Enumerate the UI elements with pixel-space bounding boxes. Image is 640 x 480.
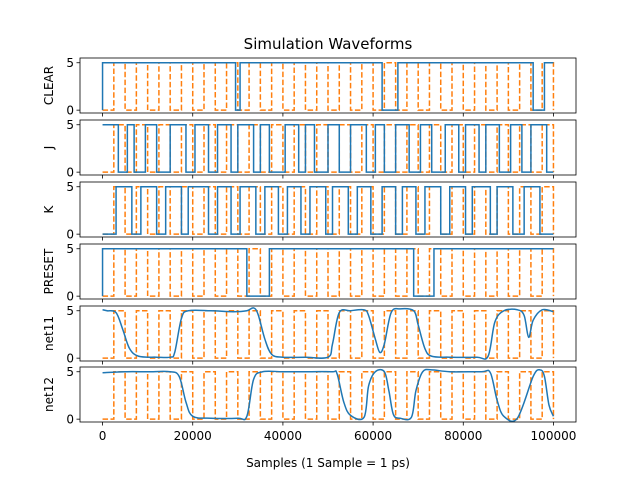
clock-series-net12 xyxy=(102,370,555,420)
clock-series-net11 xyxy=(102,309,555,359)
x-tick-label: 20000 xyxy=(174,429,212,443)
subplot-frame xyxy=(79,57,577,114)
subplot-frame xyxy=(79,366,577,423)
signal-series-clear xyxy=(101,61,554,111)
y-tick-label: 5 xyxy=(66,56,74,70)
y-tick-label: 5 xyxy=(66,242,74,256)
subplot-net11: 0 5 net11 xyxy=(42,304,577,366)
subplot-clear: 0 5 CLEAR xyxy=(42,56,577,118)
clock-series-k xyxy=(102,185,555,235)
subplot-net12: 0 5 net12 xyxy=(42,365,577,427)
y-axis-label-net12: net12 xyxy=(42,377,56,412)
y-tick-label: 0 xyxy=(66,413,74,427)
chart-title: Simulation Waveforms xyxy=(244,35,413,53)
subplot-frame xyxy=(79,181,577,238)
y-tick-label: 0 xyxy=(66,290,74,304)
clock-series-preset xyxy=(102,247,555,297)
y-tick-label: 5 xyxy=(66,304,74,318)
x-tick-label: 100000 xyxy=(531,429,577,443)
subplot-frame xyxy=(79,119,577,176)
subplot-frame xyxy=(79,243,577,300)
x-tick-label: 40000 xyxy=(264,429,302,443)
subplot-j: 0 5 J xyxy=(42,118,577,180)
y-tick-label: 5 xyxy=(66,180,74,194)
y-axis-label-k: K xyxy=(42,204,56,213)
y-axis-label-j: J xyxy=(42,146,56,151)
x-tick-label: 0 xyxy=(99,429,107,443)
x-axis-label: Samples (1 Sample = 1 ps) xyxy=(246,456,410,470)
signal-series-net11 xyxy=(102,307,554,360)
signal-series-j xyxy=(102,123,554,173)
subplot-preset: 0 5 PRESET xyxy=(42,242,577,304)
x-axis: 0 20000 40000 60000 80000 100000 xyxy=(99,429,577,443)
clock-series-clear xyxy=(102,61,555,111)
subplot-k: 0 5 K xyxy=(42,180,577,242)
y-tick-label: 0 xyxy=(66,352,74,366)
x-tick-label: 60000 xyxy=(354,429,392,443)
x-tick-label: 80000 xyxy=(444,429,482,443)
y-tick-label: 0 xyxy=(66,228,74,242)
y-axis-label-preset: PRESET xyxy=(42,248,56,294)
y-tick-label: 0 xyxy=(66,104,74,118)
y-axis-label-net11: net11 xyxy=(42,316,56,351)
y-tick-label: 0 xyxy=(66,166,74,180)
y-axis-label-clear: CLEAR xyxy=(42,66,56,105)
signal-series-net12 xyxy=(102,368,555,422)
subplot-frame xyxy=(79,305,577,362)
y-tick-label: 5 xyxy=(66,365,74,379)
y-tick-label: 5 xyxy=(66,118,74,132)
signal-series-k xyxy=(102,185,554,235)
signal-series-preset xyxy=(101,247,554,297)
